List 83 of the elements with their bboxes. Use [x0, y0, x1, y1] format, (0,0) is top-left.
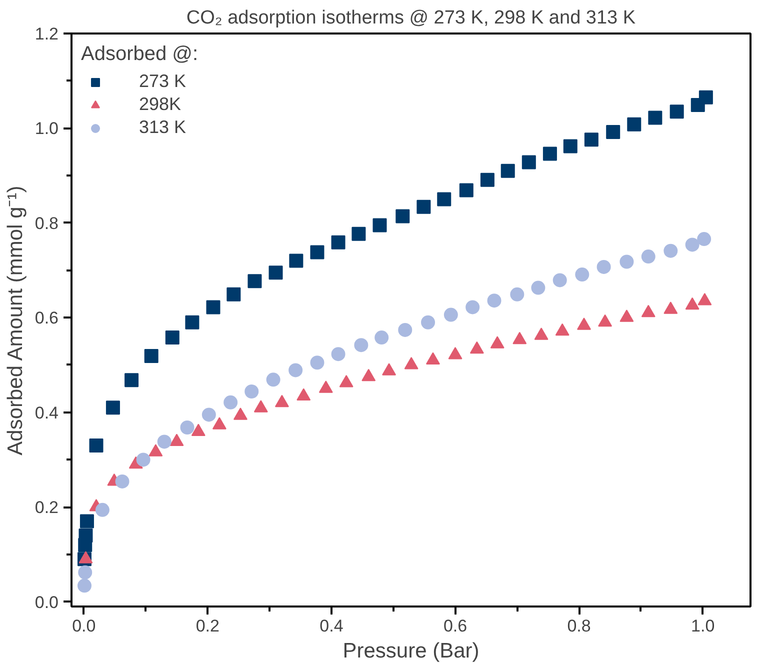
point	[575, 268, 590, 282]
legend-title: Adsorbed @:	[81, 43, 198, 66]
point	[310, 245, 324, 260]
point	[606, 125, 620, 139]
point	[487, 294, 502, 308]
point	[396, 209, 410, 224]
point	[185, 315, 200, 330]
point	[416, 200, 431, 214]
y-tick-label: 0.4	[34, 403, 59, 422]
y-tick-label: 0.8	[34, 214, 59, 233]
point	[542, 146, 557, 161]
x-tick-label: 0.8	[567, 616, 591, 636]
point	[224, 395, 238, 410]
point	[374, 330, 389, 345]
point	[531, 280, 546, 295]
point	[244, 384, 259, 398]
point	[80, 514, 94, 528]
point	[165, 330, 180, 345]
point	[268, 266, 283, 280]
x-axis-title: Pressure (Bar)	[342, 640, 480, 662]
point	[480, 172, 494, 187]
point	[697, 232, 712, 246]
point	[115, 474, 130, 488]
point	[310, 356, 324, 370]
y-tick-label: 0.0	[34, 592, 59, 612]
point	[584, 132, 598, 147]
point	[664, 244, 678, 258]
point	[136, 452, 150, 467]
legend-label: 313 K	[139, 117, 186, 138]
point	[354, 338, 368, 352]
point	[563, 139, 578, 154]
y-axis-title: Adsorbed Amount (mmol g⁻¹)	[4, 186, 27, 456]
x-tick-label: 0.2	[196, 616, 220, 636]
point	[372, 218, 387, 232]
point	[248, 274, 262, 288]
point	[289, 254, 304, 268]
point	[78, 528, 93, 542]
point	[444, 308, 458, 322]
point	[398, 322, 412, 337]
point	[202, 408, 216, 422]
point	[437, 192, 452, 206]
point	[266, 372, 280, 387]
point	[459, 183, 474, 198]
x-tick-label: 0.0	[72, 616, 96, 636]
y-tick-label: 1.2	[34, 24, 59, 44]
point	[466, 300, 480, 314]
point	[331, 235, 346, 250]
point	[78, 565, 92, 580]
point	[641, 250, 656, 264]
x-tick-label: 0.4	[320, 616, 344, 636]
point	[206, 300, 220, 314]
y-tick-label: 0.2	[34, 498, 59, 518]
point	[95, 502, 110, 517]
legend-label: 273 K	[139, 71, 186, 92]
point	[106, 400, 120, 415]
point	[288, 363, 303, 378]
legend-label: 298K	[139, 94, 182, 115]
point	[670, 104, 684, 119]
point	[500, 164, 515, 178]
point	[596, 260, 611, 274]
point	[552, 273, 567, 288]
point	[522, 155, 536, 170]
point	[124, 373, 139, 388]
point	[421, 315, 436, 330]
point	[352, 226, 366, 241]
point	[226, 287, 241, 302]
x-tick-label: 0.6	[443, 616, 468, 636]
point	[698, 90, 713, 104]
chart-title: CO₂ adsorption isotherms @ 273 K, 298 K and 313 K	[186, 8, 636, 28]
y-tick-label: 0.6	[34, 308, 59, 328]
point	[331, 347, 346, 362]
point	[144, 348, 158, 363]
y-tick-label: 1.0	[34, 119, 59, 138]
point	[627, 117, 642, 132]
point	[78, 578, 92, 593]
point	[620, 254, 634, 269]
x-tick-label: 1.0	[691, 616, 715, 636]
point	[510, 287, 524, 302]
point	[157, 434, 172, 449]
point	[89, 438, 104, 452]
point	[648, 110, 662, 125]
point	[180, 420, 194, 434]
point	[685, 238, 700, 252]
